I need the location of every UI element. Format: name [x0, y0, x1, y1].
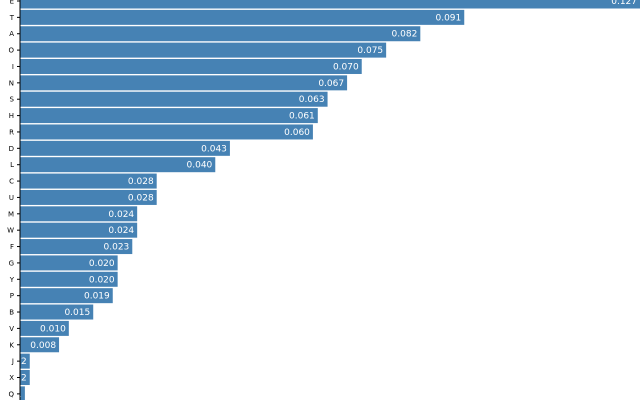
value-label: 0.002 — [1, 374, 27, 384]
y-tick-label: J — [11, 358, 14, 366]
y-tick-label: L — [10, 161, 14, 169]
bar — [20, 75, 348, 91]
value-label: 0.028 — [128, 177, 154, 187]
y-tick-label: N — [9, 79, 14, 87]
bar — [20, 0, 640, 9]
y-tick-label: S — [10, 96, 15, 104]
value-label: 0.082 — [392, 30, 418, 40]
y-tick-label: Q — [8, 390, 14, 398]
value-label: 0.063 — [299, 95, 325, 105]
y-tick-label: A — [9, 30, 14, 38]
y-tick-label: U — [9, 194, 14, 202]
value-label: 0.020 — [89, 275, 115, 285]
value-label: 0.024 — [108, 210, 134, 220]
value-label: 0.091 — [435, 13, 461, 23]
bar — [20, 255, 118, 271]
value-label: 0.001 — [0, 390, 22, 400]
y-tick-label: C — [9, 178, 14, 186]
y-tick-label: R — [9, 128, 14, 136]
y-tick-label: O — [8, 47, 14, 55]
value-label: 0.008 — [30, 341, 56, 351]
bar — [20, 239, 133, 255]
value-label: 0.010 — [40, 324, 66, 334]
value-label: 0.060 — [284, 128, 310, 138]
bar — [20, 304, 94, 320]
bar — [20, 222, 138, 238]
bar — [20, 337, 60, 353]
bar — [20, 108, 318, 124]
value-label: 0.075 — [357, 46, 383, 56]
value-label: 0.019 — [84, 292, 110, 302]
bar — [20, 91, 328, 107]
y-tick-label: T — [9, 14, 15, 22]
bar — [20, 124, 313, 140]
bar — [20, 140, 230, 156]
y-tick-label: W — [7, 227, 14, 235]
y-tick-label: F — [10, 243, 14, 251]
y-tick-label: P — [10, 292, 14, 300]
bar — [20, 353, 30, 369]
bar — [20, 173, 157, 189]
bar — [20, 370, 30, 386]
value-label: 0.015 — [64, 308, 90, 318]
y-tick-label: Y — [9, 276, 15, 284]
y-tick-label: B — [9, 309, 14, 317]
bar — [20, 26, 421, 42]
y-tick-label: D — [9, 145, 14, 153]
value-label: 0.024 — [108, 226, 134, 236]
value-label: 0.127 — [611, 0, 637, 7]
value-label: 0.040 — [187, 161, 213, 171]
y-tick-label: K — [9, 341, 14, 349]
bar — [20, 206, 138, 222]
y-tick-label: E — [10, 0, 14, 6]
bar — [20, 189, 157, 205]
y-tick-label: X — [9, 374, 14, 382]
value-label: 0.061 — [289, 112, 315, 122]
value-label: 0.067 — [318, 79, 344, 89]
y-tick-label: G — [9, 259, 14, 267]
y-tick-label: V — [9, 325, 14, 333]
value-label: 0.028 — [128, 193, 154, 203]
value-label: 0.023 — [104, 243, 130, 253]
bar — [20, 386, 25, 400]
y-tick-label: I — [12, 63, 14, 71]
value-label: 0.002 — [1, 357, 27, 367]
y-tick-label: H — [9, 112, 14, 120]
bar — [20, 58, 362, 74]
value-label: 0.020 — [89, 259, 115, 269]
bar — [20, 42, 387, 58]
value-label: 0.043 — [201, 144, 227, 154]
bar — [20, 271, 118, 287]
bar — [20, 288, 113, 304]
bar — [20, 157, 216, 173]
value-label: 0.070 — [333, 62, 359, 72]
bar — [20, 9, 465, 25]
bar — [20, 320, 69, 336]
y-tick-label: M — [8, 210, 14, 218]
